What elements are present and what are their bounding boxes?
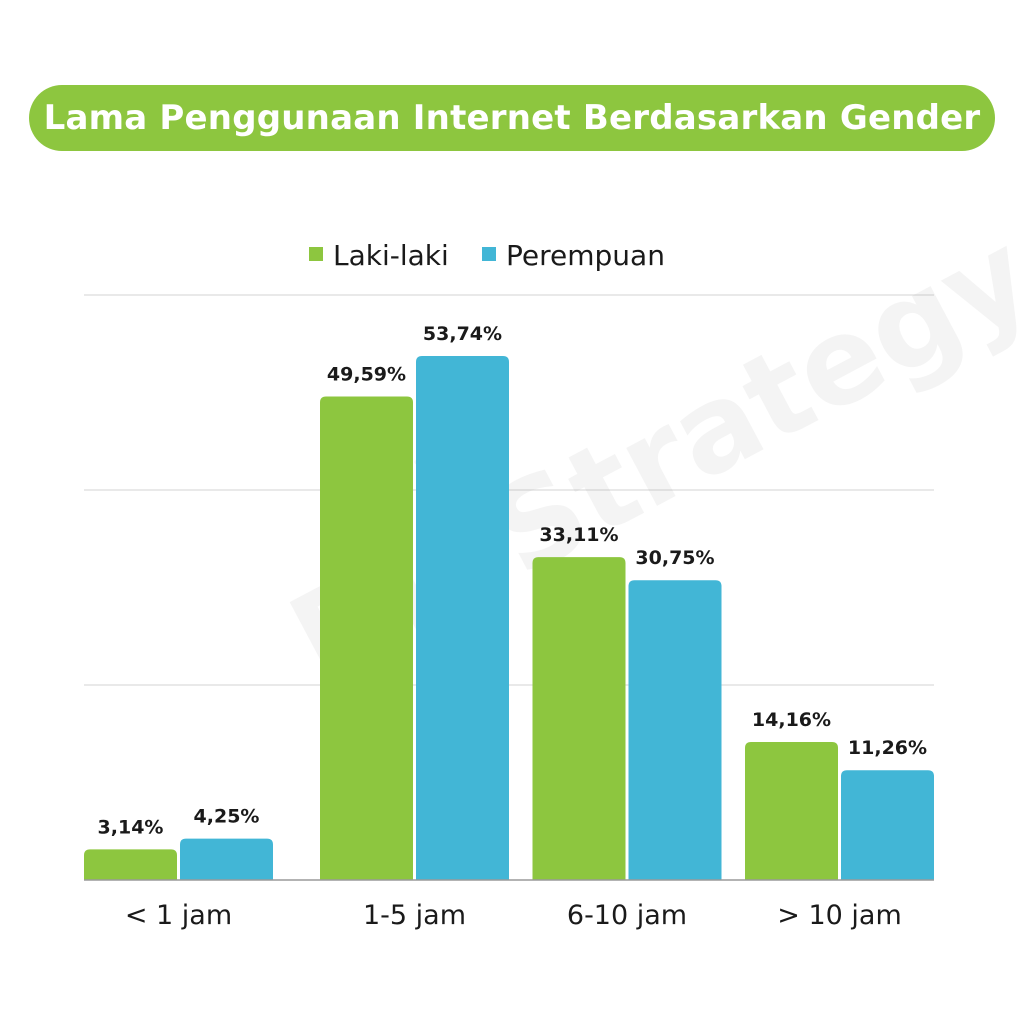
legend-swatch-laki-laki <box>309 247 323 261</box>
x-tick-label: < 1 jam <box>125 900 232 931</box>
x-tick-label: 6-10 jam <box>567 900 687 931</box>
data-label: 11,26% <box>848 737 927 759</box>
legend-label-perempuan: Perempuan <box>506 239 665 272</box>
data-label: 49,59% <box>327 363 406 385</box>
bars <box>84 356 934 880</box>
bar-perempuan-3 <box>628 580 722 880</box>
x-tick-label: 1-5 jam <box>363 900 466 931</box>
bar-laki-laki-4 <box>745 741 838 880</box>
data-label: 30,75% <box>635 547 714 569</box>
bar-laki-laki-2 <box>320 396 413 880</box>
chart-title-banner: Lama Penggunaan Internet Berdasarkan Gen… <box>29 85 995 151</box>
bar-perempuan-4 <box>841 770 934 880</box>
data-label: 14,16% <box>752 709 831 731</box>
chart-title: Lama Penggunaan Internet Berdasarkan Gen… <box>43 98 981 138</box>
legend: Laki-laki Perempuan <box>309 239 665 272</box>
bar-perempuan-1 <box>180 838 273 880</box>
data-label: 33,11% <box>539 524 618 546</box>
legend-label-laki-laki: Laki-laki <box>333 239 449 272</box>
bar-laki-laki-1 <box>84 849 177 880</box>
x-tick-label: > 10 jam <box>777 900 902 931</box>
bar-laki-laki-3 <box>532 557 626 880</box>
legend-swatch-perempuan <box>482 247 496 261</box>
x-axis: < 1 jam 1-5 jam 6-10 jam > 10 jam <box>84 879 934 931</box>
data-label: 4,25% <box>194 806 260 828</box>
data-labels: 3,14% 4,25% 49,59% 53,74% 33,11% 30,75% 14,16%… <box>98 323 928 838</box>
data-label: 3,14% <box>98 816 164 838</box>
bar-perempuan-2 <box>416 356 509 880</box>
data-label: 53,74% <box>423 323 502 345</box>
